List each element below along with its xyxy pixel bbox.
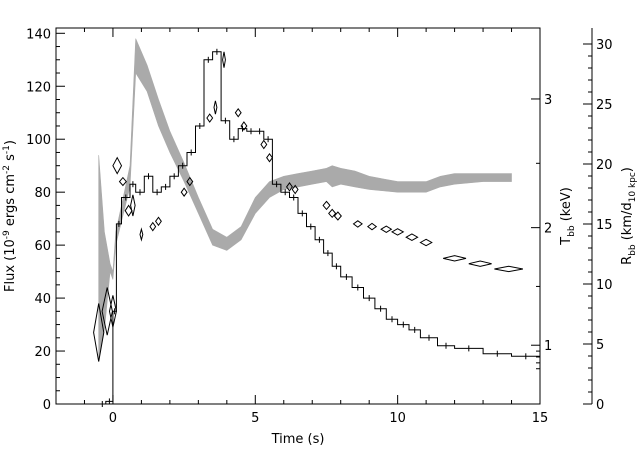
temperature-diamond xyxy=(240,121,248,131)
y-tick-label-left: 40 xyxy=(34,292,51,307)
temperature-diamond-layer xyxy=(93,51,523,362)
temperature-diamond xyxy=(380,225,393,233)
y-tick-label-right-inner: 2 xyxy=(544,222,552,237)
temperature-diamond xyxy=(222,51,226,68)
temperature-diamond xyxy=(328,208,337,219)
temperature-diamond xyxy=(419,238,433,247)
y-tick-label-left: 60 xyxy=(34,239,51,254)
x-tick-label: 10 xyxy=(389,411,406,426)
temperature-diamond xyxy=(366,222,378,231)
temperature-diamond xyxy=(108,295,117,328)
temperature-diamond xyxy=(213,100,218,115)
y-axis-label-right-outer: Rbb (km/d10 kpc) xyxy=(620,167,638,265)
y-tick-label-right-inner: 1 xyxy=(544,339,552,354)
y-tick-label-right-outer: 25 xyxy=(596,98,613,113)
y-tick-label-right-outer: 30 xyxy=(596,38,613,53)
temperature-diamond xyxy=(186,176,194,187)
x-tick-label: 5 xyxy=(251,411,259,426)
x-ticks: 0 5 10 15 xyxy=(55,28,549,426)
y-axis-label-right-inner: Tbb (keV) xyxy=(559,187,577,246)
y-ticks-right-outer: 0 5 10 15 20 25 30 xyxy=(583,38,613,413)
y-tick-label-left: 140 xyxy=(26,27,51,42)
temperature-diamond xyxy=(112,156,123,175)
y-axis-label-left: Flux (10-9 ergs cm-2 s-1) xyxy=(2,140,18,292)
x-tick-label: 0 xyxy=(109,411,117,426)
temperature-diamond xyxy=(352,220,363,228)
y-tick-label-right-outer: 5 xyxy=(596,338,604,353)
temperature-diamond xyxy=(101,287,113,336)
y-tick-label-left: 0 xyxy=(43,398,51,413)
temperature-diamond xyxy=(390,228,405,236)
plot-frame xyxy=(55,27,541,405)
temperature-diamond xyxy=(206,113,214,123)
y-tick-label-left: 80 xyxy=(34,186,51,201)
temperature-diamond xyxy=(93,303,105,362)
y-tick-label-right-inner: 3 xyxy=(544,93,552,108)
temperature-diamond xyxy=(260,139,268,150)
y-tick-label-right-outer: 15 xyxy=(596,218,613,233)
radius-band xyxy=(98,38,512,360)
temperature-diamond xyxy=(285,182,293,192)
temperature-diamond xyxy=(333,211,342,221)
temperature-diamond xyxy=(130,194,136,217)
temperature-diamond xyxy=(494,265,523,273)
temperature-diamond xyxy=(180,187,188,197)
y-tick-label-right-outer: 0 xyxy=(596,398,604,413)
temperature-diamond xyxy=(266,152,274,163)
temperature-diamond xyxy=(322,200,331,211)
flux-step-line xyxy=(98,51,540,405)
y-tick-label-left: 100 xyxy=(26,133,51,148)
y-tick-label-right-outer: 20 xyxy=(596,158,613,173)
temperature-diamond xyxy=(405,233,419,241)
y-tick-label-right-outer: 10 xyxy=(596,278,613,293)
y-tick-label-left: 20 xyxy=(34,345,51,360)
temperature-diamond xyxy=(468,260,492,267)
y-ticks-left: 0 20 40 60 80 100 120 140 xyxy=(26,27,65,413)
temperature-diamond xyxy=(234,107,242,118)
temperature-diamond xyxy=(291,184,299,195)
temperature-diamond xyxy=(149,221,157,232)
x-tick-label: 15 xyxy=(532,411,549,426)
radius-band-layer xyxy=(98,38,512,360)
temperature-diamond xyxy=(118,176,127,187)
y-tick-label-left: 120 xyxy=(26,80,51,95)
y-ticks-right-inner: 1 2 3 xyxy=(531,93,552,370)
temperature-diamond xyxy=(443,255,467,262)
temperature-diamond xyxy=(139,227,144,242)
flux-step-layer xyxy=(98,48,540,407)
temperature-diamond xyxy=(154,216,162,227)
x-axis-label: Time (s) xyxy=(271,432,325,447)
